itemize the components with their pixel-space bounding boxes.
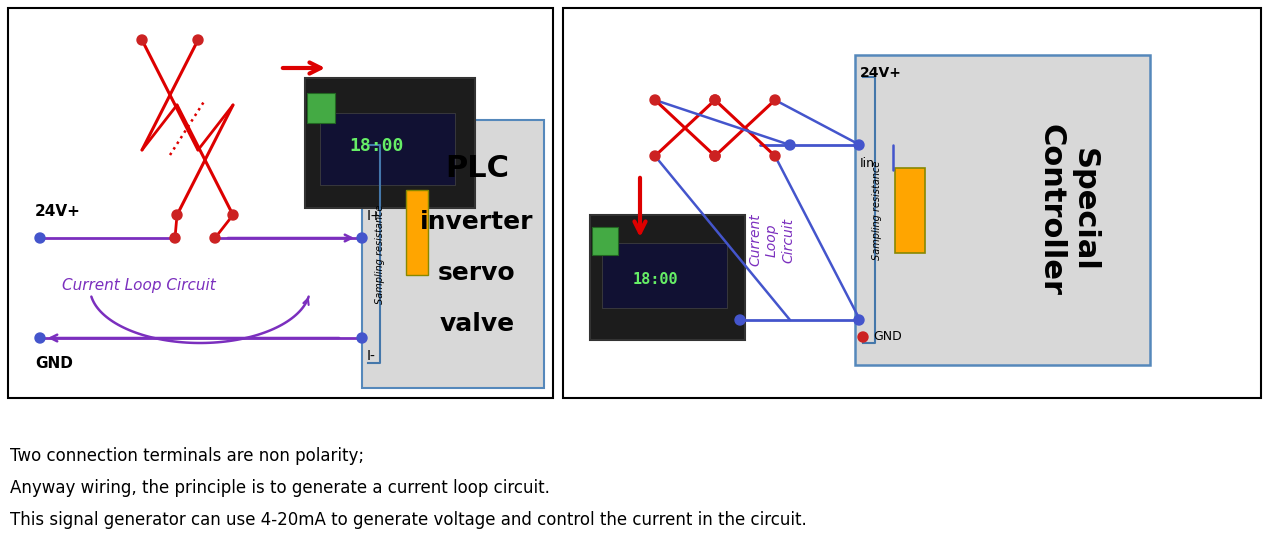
Circle shape <box>770 151 780 161</box>
Text: Two connection terminals are non polarity;: Two connection terminals are non polarit… <box>10 447 364 465</box>
Bar <box>305 78 474 208</box>
Bar <box>602 243 728 308</box>
Text: I+: I+ <box>368 209 383 223</box>
Text: Sampling resistance: Sampling resistance <box>375 205 385 304</box>
Text: inverter: inverter <box>420 210 534 234</box>
Circle shape <box>210 233 220 243</box>
Bar <box>321 113 455 184</box>
Text: 18:00: 18:00 <box>632 272 678 288</box>
Bar <box>895 167 925 253</box>
Circle shape <box>650 95 660 105</box>
Text: I-: I- <box>368 349 375 363</box>
Text: Current Loop Circuit: Current Loop Circuit <box>62 278 216 293</box>
Circle shape <box>36 233 45 243</box>
Circle shape <box>36 333 45 343</box>
Circle shape <box>137 35 148 45</box>
Text: Iin: Iin <box>860 156 875 170</box>
Circle shape <box>859 332 868 342</box>
Text: 24V+: 24V+ <box>860 66 902 80</box>
Bar <box>855 55 1150 365</box>
Text: Anyway wiring, the principle is to generate a current loop circuit.: Anyway wiring, the principle is to gener… <box>10 479 550 497</box>
Text: 24V+: 24V+ <box>36 204 81 219</box>
Circle shape <box>357 333 368 343</box>
Text: Current
Loop
Circuit: Current Loop Circuit <box>749 214 795 266</box>
Bar <box>406 190 427 275</box>
Bar <box>8 8 553 398</box>
Circle shape <box>193 35 204 45</box>
Bar <box>363 120 544 388</box>
Text: This signal generator can use 4-20mA to generate voltage and control the current: This signal generator can use 4-20mA to … <box>10 511 806 529</box>
Text: Sampling resistance: Sampling resistance <box>873 160 881 260</box>
Circle shape <box>357 233 368 243</box>
Bar <box>590 215 745 340</box>
Circle shape <box>710 151 720 161</box>
Circle shape <box>710 95 720 105</box>
Text: GND: GND <box>873 330 902 344</box>
Circle shape <box>170 233 181 243</box>
Text: 18:00: 18:00 <box>350 137 403 155</box>
Bar <box>307 93 335 123</box>
Bar <box>591 227 618 255</box>
Circle shape <box>854 140 864 150</box>
Text: PLC: PLC <box>445 154 509 183</box>
Circle shape <box>785 140 795 150</box>
Text: servo: servo <box>438 261 516 285</box>
Circle shape <box>770 95 780 105</box>
Bar <box>563 8 1261 398</box>
Text: GND: GND <box>36 356 73 371</box>
Text: valve: valve <box>439 312 515 336</box>
Circle shape <box>172 210 182 220</box>
Circle shape <box>854 315 864 325</box>
Circle shape <box>735 315 745 325</box>
Circle shape <box>650 151 660 161</box>
Circle shape <box>228 210 238 220</box>
Circle shape <box>710 151 720 161</box>
Text: Special
Controller: Special Controller <box>1037 124 1099 296</box>
Circle shape <box>710 95 720 105</box>
